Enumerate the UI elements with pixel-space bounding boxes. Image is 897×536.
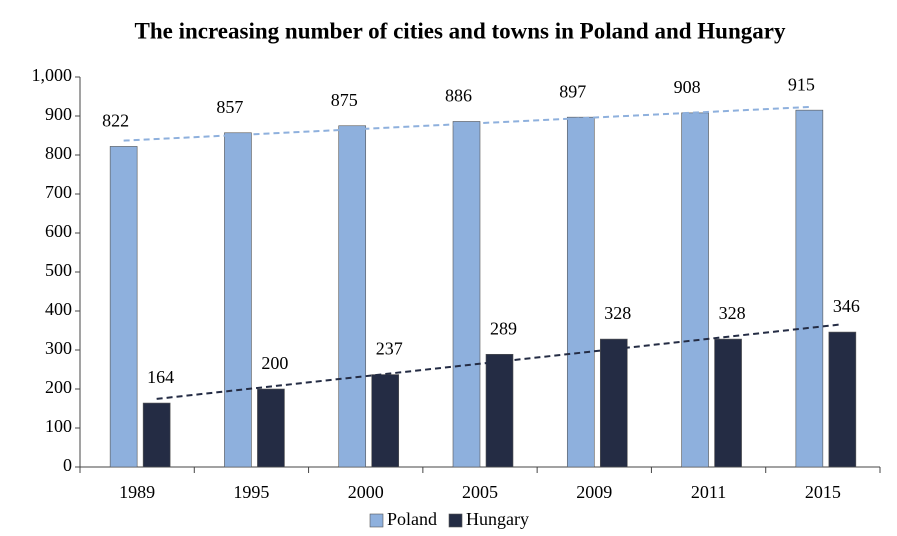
data-label: 328 [719,303,746,323]
data-label: 164 [147,367,174,387]
y-tick-label: 1,000 [32,65,73,85]
bar [257,388,285,468]
bar [142,402,171,468]
bar [599,338,628,468]
legend-swatch [369,513,384,528]
data-label: 875 [331,90,358,110]
bar [485,353,514,468]
y-tick-label: 200 [45,377,72,397]
trend-line [156,323,843,400]
bar [714,338,742,468]
trend-line [123,105,810,142]
legend-label: Hungary [466,509,529,529]
y-tick-label: 500 [45,260,72,280]
y-tick-label: 900 [45,104,72,124]
data-label: 237 [376,339,403,359]
y-tick-label: 600 [45,221,72,241]
y-tick-label: 800 [45,143,72,163]
bar [795,109,824,468]
data-label: 886 [445,86,472,106]
chart-title: The increasing number of cities and town… [135,18,786,43]
data-label: 897 [559,81,586,101]
x-tick-label: 2000 [348,482,384,502]
data-label: 908 [674,77,701,97]
x-tick-label: 1989 [119,482,155,502]
data-label: 915 [788,74,815,94]
x-tick-label: 2011 [691,482,726,502]
x-tick-label: 2005 [462,482,498,502]
bar [452,121,481,468]
legend-label: Poland [387,509,437,529]
y-tick-label: 0 [63,455,72,475]
data-label: 346 [833,296,860,316]
bar [224,132,252,468]
data-label: 328 [604,303,631,323]
bar [681,112,709,468]
y-tick-label: 400 [45,299,72,319]
data-label: 289 [490,318,517,338]
bar [828,331,857,468]
bar [371,374,400,468]
x-tick-label: 2009 [576,482,612,502]
x-tick-label: 2015 [805,482,841,502]
bar [109,146,138,468]
legend-swatch [448,513,463,528]
data-label: 822 [102,111,129,131]
bar [566,116,595,468]
y-tick-label: 300 [45,338,72,358]
data-label: 200 [261,353,288,373]
data-label: 857 [216,97,243,117]
y-tick-label: 100 [45,416,72,436]
y-tick-label: 700 [45,182,72,202]
x-tick-label: 1995 [233,482,269,502]
bar [338,125,367,468]
